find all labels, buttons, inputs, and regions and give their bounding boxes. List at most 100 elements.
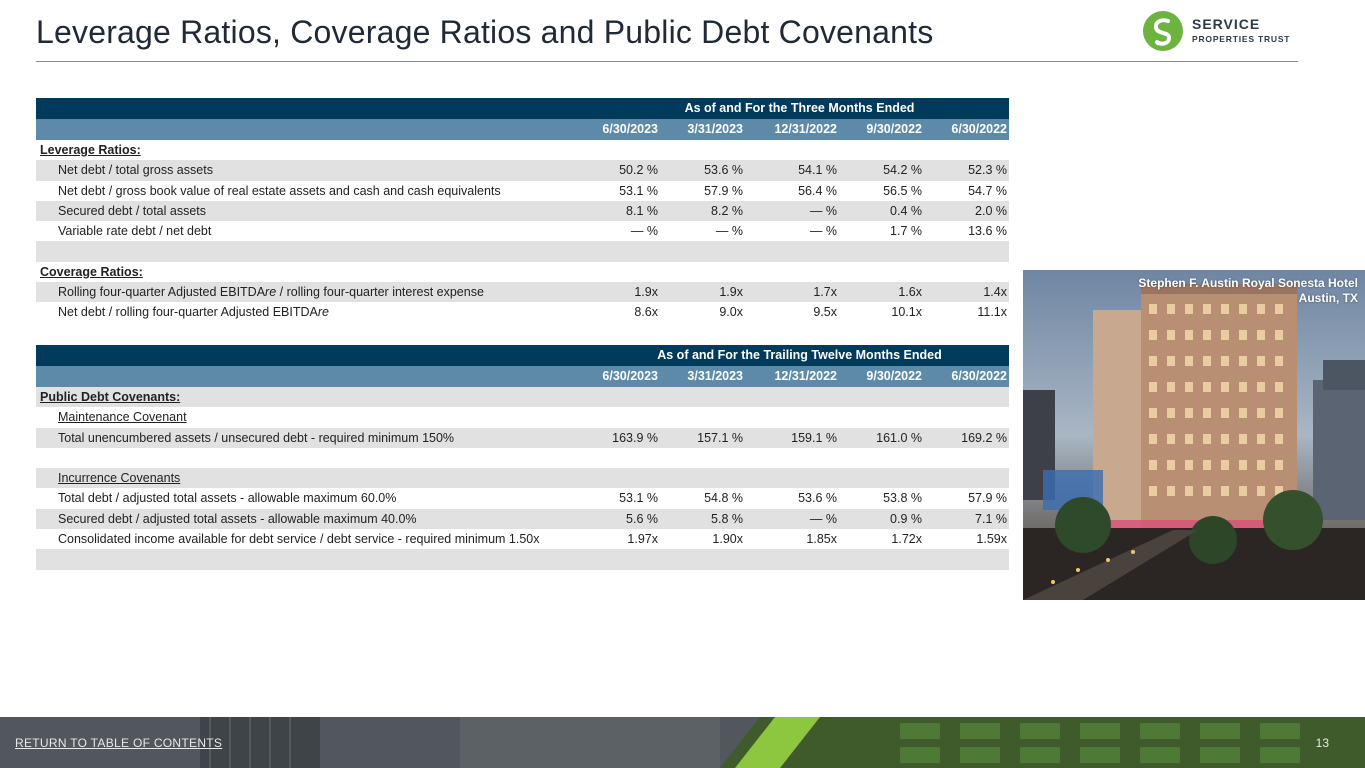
cell-value: 1.97x (627, 532, 658, 547)
cell-value: 0.4 % (890, 203, 922, 218)
row-label: Net debt / total gross assets (58, 163, 213, 178)
cell-value: 1.90x (712, 532, 743, 547)
cell-value: 8.6x (634, 305, 658, 320)
cell-value: 1.7x (813, 285, 837, 300)
cell-value: 53.8 % (883, 491, 922, 506)
row-label-text: Rolling four-quarter Adjusted EBITDA (58, 285, 266, 300)
period-header-label: As of and For the Three Months Ended (684, 101, 915, 115)
cell-value: 2.0 % (975, 203, 1007, 218)
row-label: Total unencumbered assets / unsecured de… (58, 430, 455, 445)
row-label-text: Net debt / rolling four-quarter Adjusted… (58, 305, 318, 320)
cell-value: 54.1 % (798, 163, 837, 178)
spacer-row (36, 448, 1009, 468)
cell-value: 161.0 % (876, 430, 922, 445)
row-label: Variable rate debt / net debt (58, 224, 212, 239)
cell-value: 53.6 % (704, 163, 743, 178)
row-label: Secured debt / total assets (58, 203, 207, 218)
row-label-italic: re (265, 285, 277, 300)
table-row: Consolidated income available for debt s… (36, 529, 1009, 549)
subsection-title-incurrence: Incurrence Covenants (58, 471, 181, 486)
cell-value: 7.1 % (975, 511, 1007, 526)
logo-mark-icon (1143, 11, 1183, 51)
spacer-row (36, 549, 1009, 570)
cell-value: 8.1 % (626, 203, 658, 218)
table-row: Total debt / adjusted total assets - all… (36, 488, 1009, 508)
cell-value: 57.9 % (968, 491, 1007, 506)
table-row: Total unencumbered assets / unsecured de… (36, 427, 1009, 448)
cell-value: 157.1 % (697, 430, 743, 445)
column-header: 12/31/2022 (774, 122, 837, 136)
cell-value: — % (715, 224, 743, 239)
photo-caption-location: Austin, TX (1298, 291, 1358, 305)
table-header-dates: 6/30/2023 3/31/2023 12/31/2022 9/30/2022… (36, 366, 1009, 387)
table-row: Secured debt / adjusted total assets - a… (36, 508, 1009, 530)
cell-value: 0.9 % (890, 511, 922, 526)
cell-value: 10.1x (891, 305, 922, 320)
cell-value: 5.6 % (626, 511, 658, 526)
table-row: Rolling four-quarter Adjusted EBITDAre /… (36, 282, 1009, 303)
cell-value: 169.2 % (961, 430, 1007, 445)
subsection-row-maintenance: Maintenance Covenant (36, 407, 1009, 427)
subsection-row-incurrence: Incurrence Covenants (36, 468, 1009, 489)
hotel-photo: Stephen F. Austin Royal Sonesta Hotel Au… (1023, 270, 1365, 600)
cell-value: 57.9 % (704, 183, 743, 198)
table-header-period: As of and For the Trailing Twelve Months… (36, 345, 1009, 366)
row-label: Consolidated income available for debt s… (58, 532, 540, 547)
subsection-title-maintenance: Maintenance Covenant (58, 410, 187, 425)
cell-value: 50.2 % (619, 163, 658, 178)
cell-value: 8.2 % (711, 203, 743, 218)
row-label: Rolling four-quarter Adjusted EBITDAre /… (58, 282, 484, 302)
photo-caption: Stephen F. Austin Royal Sonesta Hotel Au… (1138, 276, 1358, 306)
cell-value: 1.85x (806, 532, 837, 547)
table-row: Net debt / total gross assets 50.2 % 53.… (36, 160, 1009, 181)
row-label: Net debt / gross book value of real esta… (58, 183, 501, 198)
table-row: Secured debt / total assets 8.1 % 8.2 % … (36, 200, 1009, 222)
cell-value: 52.3 % (968, 163, 1007, 178)
photo-caption-title: Stephen F. Austin Royal Sonesta Hotel (1138, 276, 1358, 290)
cell-value: — % (809, 224, 837, 239)
leverage-coverage-table: As of and For the Three Months Ended 6/3… (36, 98, 1009, 323)
title-divider (36, 61, 1298, 62)
table-row: Net debt / rolling four-quarter Adjusted… (36, 302, 1009, 322)
logo-text-properties-trust: PROPERTIES TRUST (1192, 34, 1291, 44)
cell-value: 56.4 % (798, 183, 837, 198)
column-header: 6/30/2022 (951, 122, 1007, 136)
cell-value: 1.7 % (890, 224, 922, 239)
cell-value: 163.9 % (612, 430, 658, 445)
cell-value: 53.1 % (619, 491, 658, 506)
cell-value: 1.4x (983, 285, 1007, 300)
cell-value: — % (630, 224, 658, 239)
section-row-leverage: Leverage Ratios: (36, 140, 1009, 160)
cell-value: 54.7 % (968, 183, 1007, 198)
cell-value: 1.9x (719, 285, 743, 300)
section-title-leverage: Leverage Ratios: (40, 143, 141, 157)
column-header: 12/31/2022 (774, 369, 837, 383)
section-row-coverage: Coverage Ratios: (36, 262, 1009, 282)
cell-value: 54.8 % (704, 491, 743, 506)
cell-value: 9.0x (719, 305, 743, 320)
footer-band: RETURN TO TABLE OF CONTENTS 13 (0, 717, 1365, 768)
page-number: 13 (1315, 736, 1329, 750)
row-label-italic: re (317, 305, 329, 320)
cell-value: 54.2 % (883, 163, 922, 178)
hotel-illustration (1023, 270, 1365, 600)
page-title: Leverage Ratios, Coverage Ratios and Pub… (36, 14, 934, 50)
cell-value: 5.8 % (711, 511, 743, 526)
cell-value: 11.1x (977, 305, 1007, 320)
column-header: 6/30/2023 (602, 369, 658, 383)
logo-text-service: SERVICE (1192, 16, 1261, 32)
cell-value: 56.5 % (883, 183, 922, 198)
row-label-text: / rolling four-quarter interest expense (276, 285, 484, 300)
return-to-toc-link[interactable]: RETURN TO TABLE OF CONTENTS (15, 736, 223, 750)
cell-value: — % (809, 203, 837, 218)
cell-value: 1.6x (898, 285, 922, 300)
column-header: 6/30/2023 (602, 122, 658, 136)
cell-value: 53.1 % (619, 183, 658, 198)
cell-value: 13.6 % (968, 224, 1007, 239)
footer-background-image (0, 717, 1365, 768)
spacer-row (36, 241, 1009, 262)
column-header: 3/31/2023 (687, 122, 743, 136)
row-label: Secured debt / adjusted total assets - a… (58, 511, 417, 526)
cell-value: — % (809, 511, 837, 526)
cell-value: 1.59x (976, 532, 1007, 547)
